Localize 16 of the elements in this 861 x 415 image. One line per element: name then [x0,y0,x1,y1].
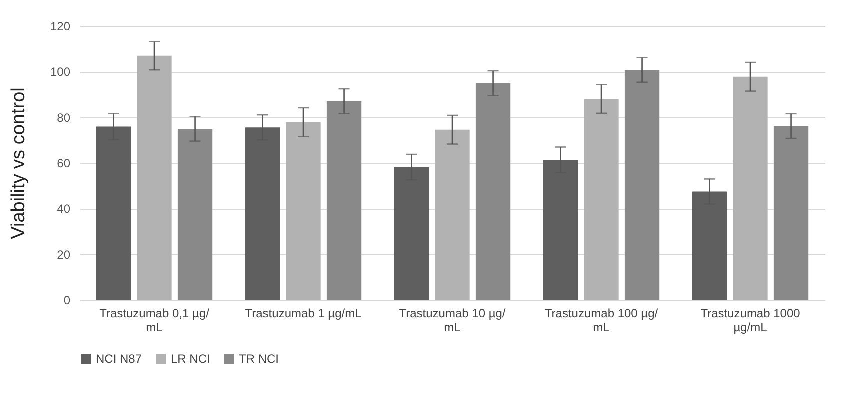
y-axis-title: Viability vs control [8,88,30,240]
legend-label: LR NCI [171,352,210,366]
y-tick-label: 0 [64,294,71,308]
x-tick-label: Trastuzumab 100 µg/mL [544,306,659,334]
y-tick-label: 60 [57,156,71,170]
x-tick-label: Trastuzumab 10 µg/mL [399,306,506,334]
y-tick-label: 80 [57,110,71,125]
x-tick-label: Trastuzumab 1000 µg/mL [700,306,801,334]
x-tick-label: Trastuzumab 0,1 µg/mL [100,306,210,334]
x-tick-label: Trastuzumab 1 µg/mL [245,306,362,320]
y-tick-label: 120 [50,20,71,34]
y-tick-label: 40 [57,202,71,216]
legend-label: TR NCI [239,352,279,366]
y-tick-label: 20 [57,248,71,262]
legend-label: NCI N87 [96,352,142,366]
y-tick-label: 100 [50,65,71,80]
